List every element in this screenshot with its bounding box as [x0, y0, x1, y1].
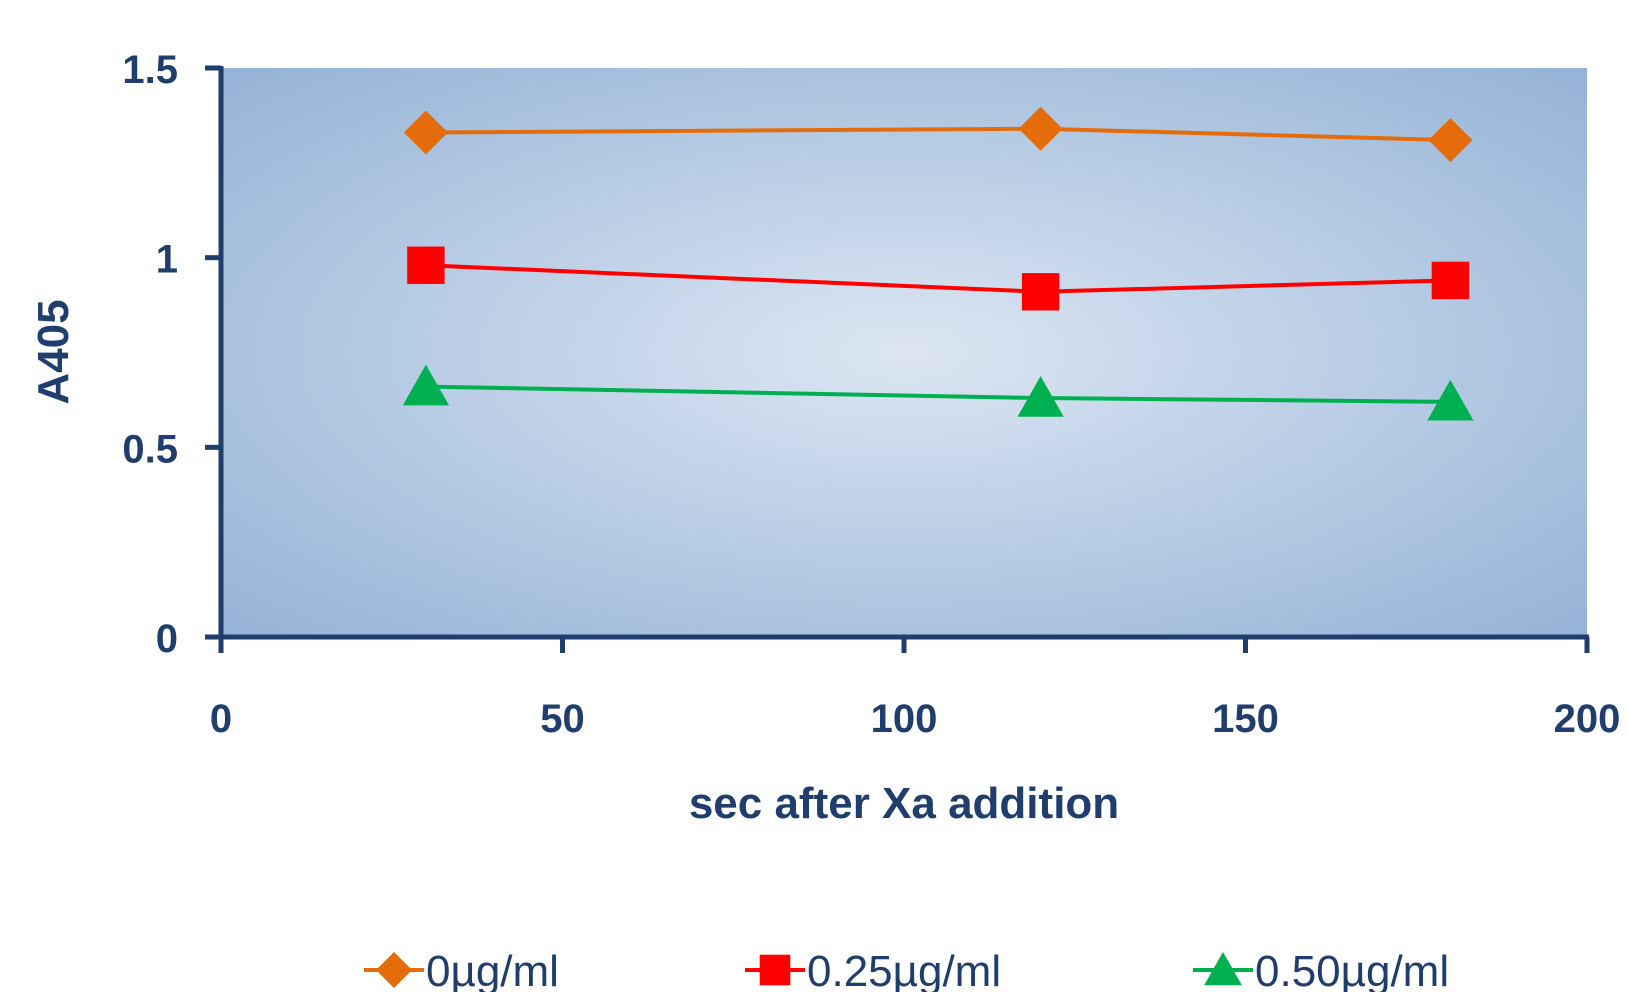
legend-marker: [1204, 952, 1242, 986]
legend-label: 0µg/ml: [426, 947, 559, 992]
data-point: [1017, 376, 1064, 417]
legend-marker: [759, 954, 791, 986]
x-tick-label: 150: [1212, 697, 1279, 741]
plot-area: [221, 68, 1587, 637]
series-1: [403, 106, 1473, 163]
data-point: [403, 110, 448, 155]
data-point: [1428, 118, 1473, 163]
x-tick-label: 0: [210, 697, 232, 741]
x-tick-label: 200: [1554, 697, 1621, 741]
legend-item: 0.25µg/ml: [745, 947, 1001, 992]
legend-item: 0µg/ml: [364, 947, 559, 992]
data-point: [1018, 106, 1063, 151]
series-layer: [402, 106, 1474, 421]
y-axis-title: A405: [29, 299, 78, 404]
y-tick-label: 0.5: [122, 427, 178, 471]
y-tick-labels: 0 0.5 1 1.5: [122, 48, 178, 661]
series-2: [407, 246, 1470, 311]
legend-item: 0.50µg/ml: [1193, 947, 1449, 992]
data-point: [1427, 379, 1474, 421]
legend-label: 0.25µg/ml: [807, 947, 1001, 992]
legend-label: 0.50µg/ml: [1255, 947, 1449, 992]
x-tick-label: 50: [540, 697, 585, 741]
series-3: [402, 364, 1474, 421]
data-point: [402, 364, 449, 406]
y-tick-label: 0: [156, 617, 178, 661]
x-tick-label: 100: [871, 697, 938, 741]
data-point: [407, 246, 445, 284]
y-tick-label: 1: [156, 238, 178, 282]
legend: 0µg/ml 0.25µg/ml 0.50µg/ml: [364, 947, 1449, 992]
x-axis-title: sec after Xa addition: [689, 779, 1119, 828]
data-point: [1021, 273, 1060, 311]
x-tick-labels: 0 50 100 150 200: [210, 697, 1621, 741]
legend-marker: [376, 952, 412, 988]
y-tick-label: 1.5: [122, 48, 178, 92]
data-point: [1431, 261, 1470, 300]
axes: [205, 65, 1590, 653]
